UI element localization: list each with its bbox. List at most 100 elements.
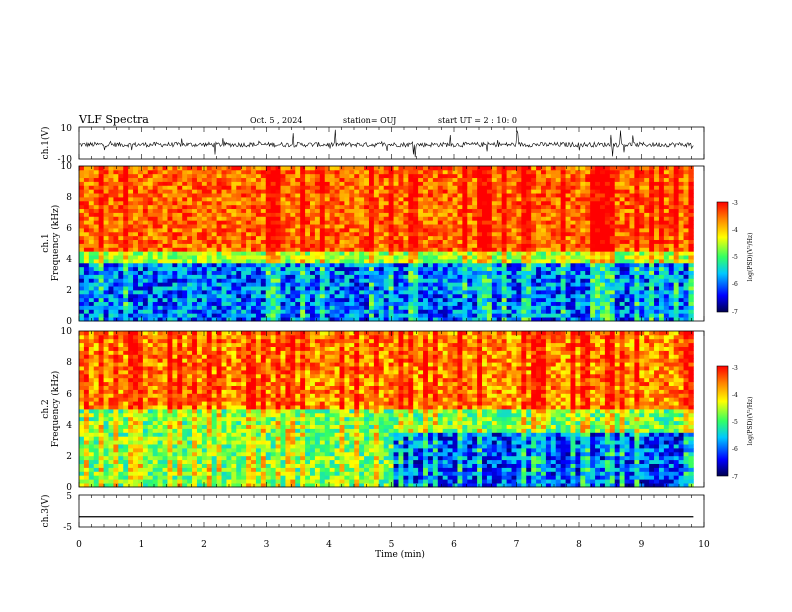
spectrogram-cell [403, 305, 409, 310]
spectrogram-cell [427, 228, 434, 233]
spectrogram-cell [373, 173, 380, 179]
spectrogram-cell [447, 297, 453, 303]
spectrogram-cell [393, 317, 399, 322]
spectrogram-cell [280, 290, 286, 295]
spectrogram-cell [437, 185, 444, 190]
spectrogram-cell [595, 282, 601, 287]
spectrogram-cell [644, 274, 650, 279]
spectrogram-cell [423, 247, 429, 252]
spectrogram-cell [133, 274, 139, 279]
spectrogram-cell [634, 274, 640, 279]
spectrogram-cell [167, 251, 173, 256]
spectrogram-cell [658, 166, 665, 171]
spectrogram-cell [152, 262, 159, 268]
spectrogram-cell [585, 193, 591, 198]
spectrogram-cell [418, 193, 424, 198]
spectrogram-cell [260, 259, 267, 264]
spectrogram-cell [187, 239, 193, 244]
spectrogram-cell [216, 228, 222, 233]
spectrogram-cell [437, 181, 444, 186]
spectrogram-cell [486, 305, 493, 310]
spectrogram-cell [442, 208, 449, 213]
spectrogram-cell [624, 212, 630, 217]
spectrogram-cell [251, 200, 257, 206]
spectrogram-cell [555, 216, 562, 221]
spectrogram-cell [378, 266, 385, 272]
spectrogram-cell [560, 239, 566, 244]
spectrogram-cell [639, 231, 645, 237]
spectrogram-cell [187, 301, 193, 306]
spectrogram-cell [339, 282, 345, 287]
spectrogram-cell [216, 293, 222, 299]
spectrogram-cell [310, 313, 316, 318]
spectrogram-cell [373, 255, 380, 260]
spectrogram-cell [654, 259, 660, 264]
spectrogram-cell [654, 309, 660, 314]
spectrogram-cell [265, 220, 272, 225]
spectrogram-cell [516, 309, 522, 314]
spectrogram-cell [241, 193, 247, 198]
spectrogram-cell [545, 181, 552, 186]
spectrogram-cell [270, 282, 277, 287]
spectrogram-cell [187, 282, 193, 287]
spectrogram-cell [590, 228, 596, 233]
spectrogram-cell [658, 274, 665, 279]
spectrogram-cell [137, 224, 144, 229]
spectrogram-cell [486, 169, 493, 175]
spectrogram-cell [93, 282, 100, 287]
spectrogram-cell [639, 255, 645, 260]
spectrogram-cell [491, 228, 498, 233]
spectrogram-cell [477, 262, 483, 268]
spectrogram-cell [590, 200, 596, 206]
spectrogram-cell [83, 305, 90, 310]
spectrogram-cell [526, 216, 532, 221]
spectrogram-cell [545, 243, 552, 248]
spectrogram-cell [128, 193, 134, 198]
spectrogram-cell [231, 259, 237, 264]
spectrogram-cell [550, 185, 557, 190]
spectrogram-cell [260, 181, 267, 186]
spectrogram-cell [427, 293, 434, 299]
spectrogram-cell [275, 262, 281, 268]
spectrogram-cell [580, 228, 586, 233]
spectrogram-cell [324, 177, 331, 182]
spectrogram-cell [482, 262, 488, 268]
spectrogram-cell [167, 266, 173, 272]
spectrogram-cell [604, 247, 611, 252]
spectrogram-cell [251, 305, 257, 310]
spectrogram-cell [142, 266, 149, 272]
spectrogram-cell [482, 247, 488, 252]
spectrogram-cell [231, 266, 237, 272]
spectrogram-cell [187, 185, 193, 190]
spectrogram-cell [319, 239, 326, 244]
spectrogram-cell [482, 255, 488, 260]
spectrogram-cell [211, 228, 218, 233]
spectrogram-cell [668, 235, 675, 241]
spectrogram-cell [599, 193, 606, 198]
spectrogram-cell [93, 255, 100, 260]
spectrogram-cell [526, 235, 532, 241]
spectrogram-cell [251, 247, 257, 252]
spectrogram-cell [329, 286, 335, 291]
spectrogram-cell [541, 166, 547, 171]
spectrogram-cell [673, 169, 680, 175]
spectrogram-cell [211, 278, 218, 283]
spectrogram-cell [393, 309, 399, 314]
spectrogram-cell [398, 173, 404, 179]
spectrogram-cell [246, 212, 252, 217]
spectrogram-cell [300, 216, 306, 221]
spectrogram-cell [526, 239, 532, 244]
spectrogram-cell [280, 204, 286, 210]
spectrogram-cell [604, 204, 611, 210]
spectrogram-cell [462, 290, 468, 295]
spectrogram-cell [437, 235, 444, 241]
spectrogram-cell [344, 166, 350, 171]
spectrogram-cell [668, 177, 675, 182]
spectrogram-cell [663, 293, 670, 299]
spectrogram-cell [614, 317, 621, 322]
spectrogram-cell [295, 200, 301, 206]
spectrogram-cell [398, 243, 404, 248]
spectrogram-cell [88, 173, 95, 179]
spectrogram-cell [526, 301, 532, 306]
spectrogram-cell [378, 231, 385, 237]
